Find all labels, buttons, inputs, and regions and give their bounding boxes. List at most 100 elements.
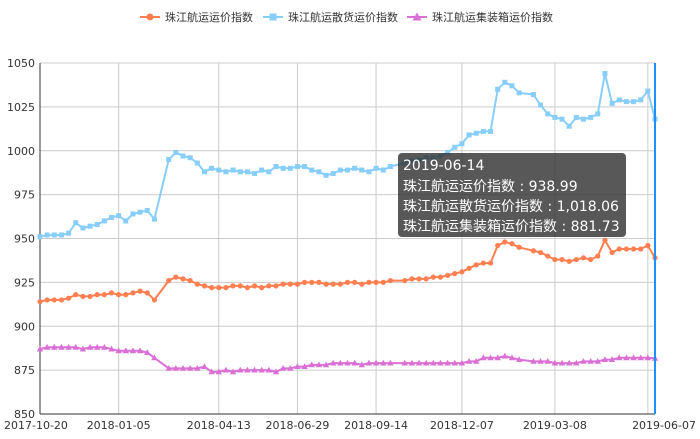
data-point[interactable]: [294, 363, 301, 370]
data-point[interactable]: [144, 349, 151, 355]
data-point[interactable]: [230, 167, 236, 173]
data-point[interactable]: [466, 132, 472, 138]
data-point[interactable]: [602, 71, 608, 77]
data-point[interactable]: [566, 258, 572, 264]
data-point[interactable]: [644, 354, 652, 361]
data-point[interactable]: [430, 359, 437, 366]
data-point[interactable]: [645, 242, 651, 249]
data-point[interactable]: [551, 359, 559, 366]
data-point[interactable]: [308, 361, 315, 368]
data-point[interactable]: [559, 116, 565, 122]
data-point[interactable]: [266, 169, 272, 175]
data-point[interactable]: [580, 357, 587, 364]
data-point[interactable]: [458, 359, 466, 366]
data-point[interactable]: [94, 221, 100, 227]
data-point[interactable]: [101, 292, 107, 298]
data-point[interactable]: [330, 171, 336, 177]
data-point[interactable]: [223, 285, 229, 291]
data-point[interactable]: [309, 279, 315, 285]
data-point[interactable]: [573, 114, 579, 120]
data-point[interactable]: [87, 223, 93, 229]
data-point[interactable]: [209, 285, 215, 291]
data-point[interactable]: [530, 357, 537, 364]
data-point[interactable]: [187, 155, 193, 161]
data-point[interactable]: [337, 359, 344, 366]
data-point[interactable]: [609, 249, 615, 256]
data-point[interactable]: [280, 165, 286, 171]
data-point[interactable]: [109, 214, 115, 220]
data-point[interactable]: [445, 272, 451, 278]
data-point[interactable]: [387, 164, 393, 170]
data-point[interactable]: [44, 232, 50, 238]
data-point[interactable]: [58, 343, 65, 350]
data-point[interactable]: [365, 359, 373, 366]
data-point[interactable]: [559, 256, 565, 263]
data-point[interactable]: [294, 164, 300, 170]
data-point[interactable]: [130, 290, 136, 296]
data-point[interactable]: [58, 297, 65, 303]
data-point[interactable]: [329, 359, 337, 366]
data-point[interactable]: [287, 165, 293, 171]
data-point[interactable]: [123, 218, 129, 224]
data-point[interactable]: [51, 297, 57, 303]
data-point[interactable]: [588, 114, 594, 120]
data-point[interactable]: [58, 232, 64, 238]
data-point[interactable]: [280, 281, 286, 287]
data-point[interactable]: [166, 278, 172, 284]
data-point[interactable]: [208, 368, 215, 375]
data-point[interactable]: [552, 256, 558, 263]
data-point[interactable]: [445, 150, 451, 156]
data-point[interactable]: [373, 165, 379, 171]
legend-item-0[interactable]: 珠江航运运价指数: [140, 10, 253, 24]
data-point[interactable]: [237, 283, 243, 289]
data-point[interactable]: [638, 246, 644, 252]
data-point[interactable]: [137, 288, 143, 294]
data-point[interactable]: [316, 169, 322, 175]
data-point[interactable]: [259, 167, 265, 173]
data-point[interactable]: [452, 144, 458, 150]
data-point[interactable]: [51, 232, 57, 238]
data-point[interactable]: [66, 295, 72, 301]
data-point[interactable]: [488, 128, 494, 134]
data-point[interactable]: [201, 363, 208, 370]
data-point[interactable]: [545, 111, 551, 117]
data-point[interactable]: [108, 290, 115, 296]
data-point[interactable]: [266, 283, 272, 289]
data-point[interactable]: [194, 160, 200, 166]
data-point[interactable]: [137, 209, 143, 215]
data-point[interactable]: [344, 279, 351, 285]
data-point[interactable]: [516, 90, 522, 96]
data-point[interactable]: [480, 354, 487, 361]
data-point[interactable]: [359, 167, 365, 173]
data-point[interactable]: [530, 92, 536, 98]
data-point[interactable]: [273, 283, 279, 289]
data-point[interactable]: [509, 83, 515, 89]
data-point[interactable]: [515, 356, 523, 362]
data-point[interactable]: [94, 292, 100, 298]
data-point[interactable]: [223, 169, 229, 175]
data-point[interactable]: [251, 366, 258, 373]
data-point[interactable]: [558, 359, 566, 366]
data-point[interactable]: [602, 237, 608, 243]
data-point[interactable]: [86, 343, 94, 350]
data-point[interactable]: [351, 359, 358, 366]
data-point[interactable]: [437, 359, 444, 366]
data-point[interactable]: [366, 169, 372, 175]
data-point[interactable]: [323, 281, 329, 287]
data-point[interactable]: [595, 253, 601, 259]
data-point[interactable]: [565, 359, 573, 366]
data-point[interactable]: [187, 278, 193, 284]
data-point[interactable]: [423, 276, 429, 282]
data-point[interactable]: [116, 292, 122, 298]
data-point[interactable]: [101, 218, 107, 224]
data-point[interactable]: [294, 281, 301, 287]
data-point[interactable]: [301, 363, 308, 370]
data-point[interactable]: [487, 354, 494, 361]
data-point[interactable]: [580, 116, 586, 122]
data-point[interactable]: [451, 359, 458, 366]
data-point[interactable]: [65, 343, 72, 350]
data-point[interactable]: [323, 172, 329, 178]
legend-item-1[interactable]: 珠江航运散货运价指数: [263, 10, 398, 24]
data-point[interactable]: [380, 279, 386, 285]
data-point[interactable]: [380, 167, 386, 173]
